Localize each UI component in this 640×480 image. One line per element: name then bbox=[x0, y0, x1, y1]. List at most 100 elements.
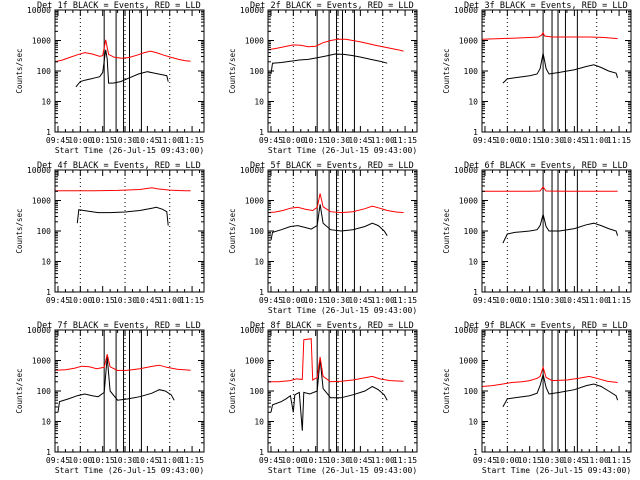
chart-panel-6: Det 6f BLACK = Events, RED = LLD 1 10 100 10… bbox=[442, 161, 632, 305]
x-tick-label: 11:15 bbox=[180, 136, 204, 145]
x-tick-label: 09:45 bbox=[473, 136, 497, 145]
y-tick-label: 100 bbox=[37, 227, 52, 236]
x-tick-label: 11:15 bbox=[393, 136, 417, 145]
y-tick-label: 10 bbox=[254, 98, 264, 107]
y-tick-label: 10 bbox=[468, 258, 478, 267]
events-series-line bbox=[75, 49, 169, 88]
y-tick-label: 1000 bbox=[245, 357, 264, 366]
y-tick-label: 100 bbox=[37, 67, 52, 76]
x-tick-label: 10:00 bbox=[281, 296, 305, 305]
y-tick-label: 10 bbox=[254, 258, 264, 267]
x-tick-label: 10:30 bbox=[113, 136, 137, 145]
x-tick-label: 10:30 bbox=[326, 456, 350, 465]
y-tick-label: 10 bbox=[41, 98, 51, 107]
chart-title: Det 9f BLACK = Events, RED = LLD bbox=[464, 321, 628, 331]
x-tick-label: 10:00 bbox=[281, 136, 305, 145]
chart-panel-7: Det 7f BLACK = Events, RED = LLD 1 10 100 10… bbox=[15, 321, 205, 475]
y-tick-label: 10000 bbox=[454, 326, 478, 335]
y-axis-label: Counts/sec bbox=[228, 368, 237, 413]
x-tick-label: 11:15 bbox=[180, 456, 204, 465]
lld-series-line bbox=[482, 186, 618, 192]
chart-title: Det 5f BLACK = Events, RED = LLD bbox=[250, 161, 414, 171]
y-tick-label: 1 bbox=[259, 128, 264, 137]
y-tick-label: 10 bbox=[468, 98, 478, 107]
x-tick-label: 11:15 bbox=[607, 456, 631, 465]
y-tick-label: 1 bbox=[473, 128, 478, 137]
chart-title: Det 1f BLACK = Events, RED = LLD bbox=[37, 1, 201, 11]
lld-series-line bbox=[482, 365, 618, 387]
events-series-line bbox=[502, 53, 619, 84]
x-tick-label: 10:45 bbox=[135, 456, 159, 465]
x-tick-label: 10:45 bbox=[562, 296, 586, 305]
y-tick-label: 100 bbox=[464, 227, 479, 236]
lld-series-line bbox=[268, 338, 404, 383]
chart-panel-5: Det 5f BLACK = Events, RED = LLD 1 10 100 10… bbox=[228, 161, 418, 315]
x-tick-label: 10:00 bbox=[68, 456, 92, 465]
x-tick-label: 09:45 bbox=[46, 296, 70, 305]
y-tick-label: 1 bbox=[473, 448, 478, 457]
x-tick-label: 10:45 bbox=[135, 136, 159, 145]
x-tick-label: 10:00 bbox=[495, 456, 519, 465]
y-axis-label: Counts/sec bbox=[442, 368, 451, 413]
x-tick-label: 09:45 bbox=[473, 456, 497, 465]
x-tick-label: 10:15 bbox=[518, 456, 542, 465]
x-tick-label: 11:15 bbox=[607, 296, 631, 305]
y-tick-label: 100 bbox=[250, 387, 265, 396]
x-tick-label: 11:00 bbox=[158, 136, 182, 145]
x-tick-label: 10:30 bbox=[326, 296, 350, 305]
y-axis-label: Counts/sec bbox=[228, 48, 237, 93]
chart-panel-2: Det 2f BLACK = Events, RED = LLD 1 10 100 10… bbox=[228, 1, 418, 155]
x-tick-label: 11:00 bbox=[585, 136, 609, 145]
chart-panel-1: Det 1f BLACK = Events, RED = LLD 1 10 100 10… bbox=[15, 1, 205, 155]
x-tick-label: 09:45 bbox=[46, 136, 70, 145]
events-series-line bbox=[502, 374, 619, 408]
x-tick-label: 10:15 bbox=[91, 296, 115, 305]
lld-series-line bbox=[482, 31, 618, 40]
x-tick-label: 11:00 bbox=[371, 296, 395, 305]
events-series-line bbox=[76, 206, 169, 226]
events-series-line bbox=[270, 359, 388, 431]
x-axis-label: Start Time (26-Jul-15 09:43:00) bbox=[55, 466, 204, 475]
x-tick-label: 10:15 bbox=[304, 456, 328, 465]
x-tick-label: 10:30 bbox=[540, 136, 564, 145]
y-tick-label: 10000 bbox=[240, 6, 264, 15]
x-tick-label: 10:00 bbox=[68, 296, 92, 305]
x-tick-label: 10:00 bbox=[281, 456, 305, 465]
y-tick-label: 10000 bbox=[27, 166, 51, 175]
y-tick-label: 10000 bbox=[454, 166, 478, 175]
chart-panel-9: Det 9f BLACK = Events, RED = LLD 1 10 100 10… bbox=[442, 321, 632, 475]
x-tick-label: 11:00 bbox=[371, 456, 395, 465]
x-tick-label: 09:45 bbox=[259, 296, 283, 305]
x-tick-label: 10:30 bbox=[113, 296, 137, 305]
y-axis-label: Counts/sec bbox=[15, 368, 24, 413]
x-tick-label: 10:45 bbox=[348, 456, 372, 465]
x-tick-label: 10:45 bbox=[562, 456, 586, 465]
y-tick-label: 10000 bbox=[240, 166, 264, 175]
x-tick-label: 10:15 bbox=[518, 296, 542, 305]
lld-series-line bbox=[55, 39, 191, 63]
y-tick-label: 1 bbox=[46, 288, 51, 297]
events-series-line bbox=[57, 356, 175, 413]
y-tick-label: 10000 bbox=[27, 326, 51, 335]
y-tick-label: 1000 bbox=[32, 37, 51, 46]
plot-frame bbox=[54, 169, 205, 293]
x-tick-label: 10:00 bbox=[495, 136, 519, 145]
y-tick-label: 100 bbox=[464, 387, 479, 396]
y-tick-label: 10 bbox=[41, 258, 51, 267]
x-tick-label: 10:15 bbox=[304, 296, 328, 305]
x-tick-label: 11:00 bbox=[585, 456, 609, 465]
x-axis-label: Start Time (26-Jul-15 09:43:00) bbox=[268, 306, 417, 315]
x-tick-label: 10:00 bbox=[495, 296, 519, 305]
x-tick-label: 10:30 bbox=[540, 456, 564, 465]
y-tick-label: 100 bbox=[37, 387, 52, 396]
chart-title: Det 3f BLACK = Events, RED = LLD bbox=[464, 1, 628, 11]
y-tick-label: 1000 bbox=[245, 197, 264, 206]
chart-panel-3: Det 3f BLACK = Events, RED = LLD 1 10 100 10… bbox=[442, 1, 632, 145]
events-series-line bbox=[502, 214, 619, 244]
x-tick-label: 11:00 bbox=[585, 296, 609, 305]
x-tick-label: 10:15 bbox=[304, 136, 328, 145]
x-tick-label: 10:15 bbox=[518, 136, 542, 145]
x-tick-label: 11:15 bbox=[607, 136, 631, 145]
x-axis-label: Start Time (26-Jul-15 09:43:00) bbox=[482, 466, 631, 475]
